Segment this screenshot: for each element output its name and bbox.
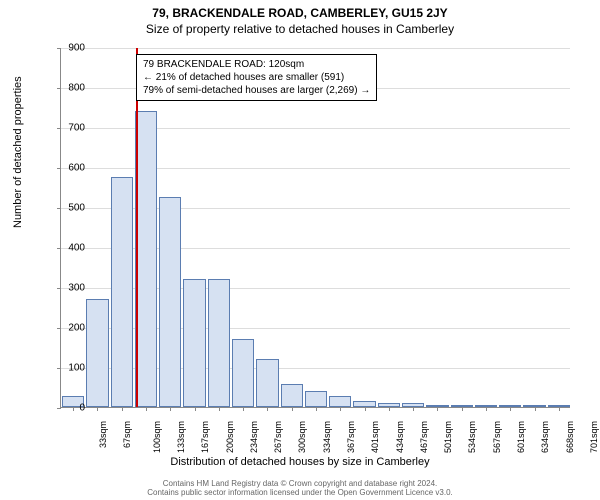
xtick-label: 634sqm <box>540 421 550 453</box>
xtick-mark <box>486 407 487 411</box>
x-axis-label: Distribution of detached houses by size … <box>0 456 600 468</box>
xtick-label: 534sqm <box>467 421 477 453</box>
ytick-label: 200 <box>45 323 85 334</box>
annotation-line2: ← 21% of detached houses are smaller (59… <box>143 71 370 84</box>
xtick-mark <box>292 407 293 411</box>
xtick-label: 267sqm <box>273 421 283 453</box>
xtick-mark <box>122 407 123 411</box>
histogram-bar <box>305 391 327 407</box>
chart-container: 79, BRACKENDALE ROAD, CAMBERLEY, GU15 2J… <box>0 0 600 500</box>
xtick-label: 467sqm <box>419 421 429 453</box>
ytick-label: 500 <box>45 203 85 214</box>
xtick-mark <box>535 407 536 411</box>
xtick-label: 501sqm <box>443 421 453 453</box>
xtick-label: 33sqm <box>98 421 108 448</box>
xtick-label: 200sqm <box>225 421 235 453</box>
xtick-label: 701sqm <box>589 421 599 453</box>
xtick-mark <box>462 407 463 411</box>
xtick-label: 668sqm <box>565 421 575 453</box>
xtick-label: 67sqm <box>122 421 132 448</box>
xtick-mark <box>365 407 366 411</box>
property-marker-line <box>136 48 138 407</box>
xtick-mark <box>559 407 560 411</box>
xtick-mark <box>146 407 147 411</box>
xtick-mark <box>97 407 98 411</box>
histogram-bar <box>256 359 278 407</box>
xtick-mark <box>340 407 341 411</box>
xtick-mark <box>413 407 414 411</box>
xtick-mark <box>267 407 268 411</box>
histogram-bar <box>159 197 181 407</box>
xtick-label: 434sqm <box>395 421 405 453</box>
attribution-line2: Contains public sector information licen… <box>147 488 453 497</box>
histogram-bar <box>111 177 133 407</box>
xtick-label: 367sqm <box>346 421 356 453</box>
xtick-label: 300sqm <box>297 421 307 453</box>
annotation-line1: 79 BRACKENDALE ROAD: 120sqm <box>143 58 370 71</box>
xtick-mark <box>243 407 244 411</box>
attribution-text: Contains HM Land Registry data © Crown c… <box>0 479 600 498</box>
histogram-bar <box>183 279 205 407</box>
chart-subtitle: Size of property relative to detached ho… <box>0 20 600 36</box>
xtick-label: 100sqm <box>152 421 162 453</box>
annotation-line3: 79% of semi-detached houses are larger (… <box>143 84 370 97</box>
xtick-mark <box>170 407 171 411</box>
xtick-mark <box>437 407 438 411</box>
xtick-label: 401sqm <box>370 421 380 453</box>
xtick-label: 234sqm <box>249 421 259 453</box>
xtick-mark <box>316 407 317 411</box>
xtick-label: 334sqm <box>322 421 332 453</box>
ytick-label: 700 <box>45 123 85 134</box>
histogram-bar <box>86 299 108 407</box>
xtick-label: 167sqm <box>200 421 210 453</box>
xtick-mark <box>510 407 511 411</box>
xtick-label: 601sqm <box>516 421 526 453</box>
ytick-label: 400 <box>45 243 85 254</box>
ytick-label: 100 <box>45 363 85 374</box>
ytick-label: 800 <box>45 83 85 94</box>
xtick-mark <box>219 407 220 411</box>
histogram-bar <box>329 396 351 407</box>
histogram-bar <box>281 384 303 407</box>
ytick-label: 600 <box>45 163 85 174</box>
xtick-mark <box>389 407 390 411</box>
plot-area: 79 BRACKENDALE ROAD: 120sqm← 21% of deta… <box>60 48 570 408</box>
ytick-label: 900 <box>45 43 85 54</box>
annotation-box: 79 BRACKENDALE ROAD: 120sqm← 21% of deta… <box>136 54 377 101</box>
xtick-label: 133sqm <box>176 421 186 453</box>
attribution-line1: Contains HM Land Registry data © Crown c… <box>163 479 438 488</box>
histogram-bar <box>208 279 230 407</box>
xtick-label: 567sqm <box>492 421 502 453</box>
xtick-mark <box>195 407 196 411</box>
ytick-label: 0 <box>45 403 85 414</box>
y-axis-label: Number of detached properties <box>12 76 24 228</box>
ytick-label: 300 <box>45 283 85 294</box>
histogram-bar <box>232 339 254 407</box>
chart-title-address: 79, BRACKENDALE ROAD, CAMBERLEY, GU15 2J… <box>0 0 600 20</box>
